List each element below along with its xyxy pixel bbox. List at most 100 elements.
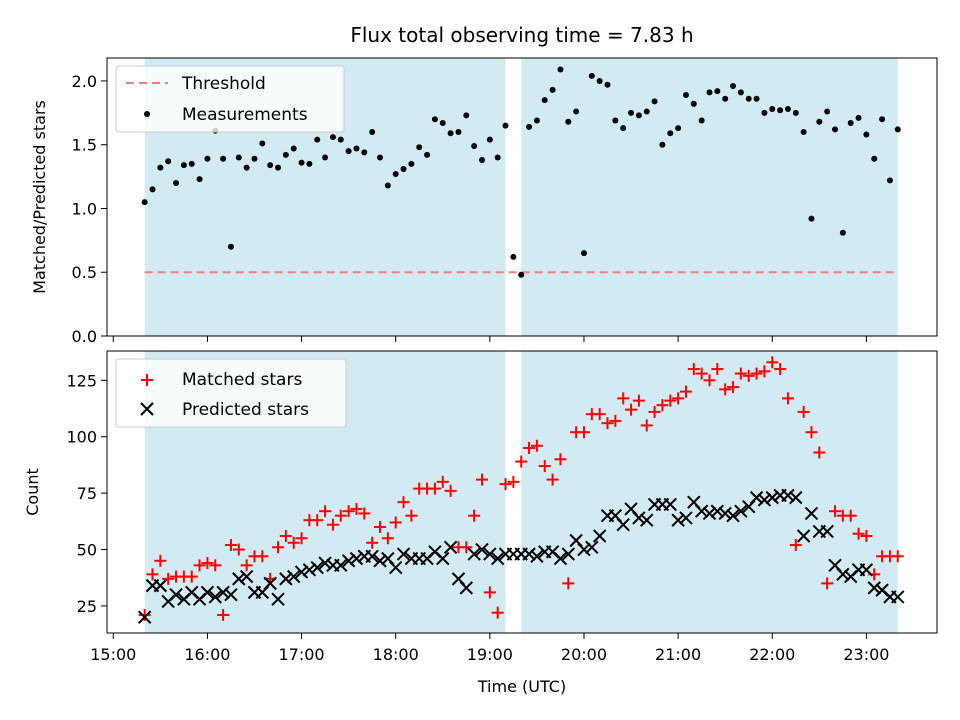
bottom-y-tick-label: 75 xyxy=(77,484,97,503)
matched-stars-points xyxy=(138,356,904,621)
measurement-point xyxy=(722,95,729,102)
measurement-point xyxy=(565,118,572,125)
bottom-legend-matched-swatch xyxy=(141,374,153,386)
predicted-star-stroke xyxy=(294,565,309,579)
matched-star-point xyxy=(444,484,457,497)
predicted-star-stroke xyxy=(687,495,701,509)
predicted-star-stroke xyxy=(185,585,199,600)
predicted-star-stroke xyxy=(365,549,379,564)
measurement-point xyxy=(282,151,289,158)
predicted-star-stroke xyxy=(216,585,230,600)
measurement-point xyxy=(141,199,148,206)
predicted-star-point xyxy=(592,529,607,543)
predicted-star-point xyxy=(436,551,450,566)
observing-band-1 xyxy=(521,58,898,336)
top-y-tick-label: 0.0 xyxy=(72,327,97,346)
matched-star-point xyxy=(428,482,441,495)
matched-star-point xyxy=(217,608,230,621)
matched-star-point xyxy=(358,507,371,520)
matched-star-point xyxy=(672,392,685,405)
matched-star-point xyxy=(483,586,496,599)
measurement-point xyxy=(832,126,839,133)
predicted-star-stroke xyxy=(608,508,623,523)
predicted-star-point xyxy=(279,572,293,586)
predicted-star-point xyxy=(388,560,403,575)
bottom-x-tick-label: 20:00 xyxy=(561,645,607,664)
top-y-tick-label: 1.5 xyxy=(72,136,97,155)
measurement-point xyxy=(894,126,901,133)
measurement-point xyxy=(690,100,697,107)
predicted-star-stroke xyxy=(553,551,568,566)
matched-star-point xyxy=(632,394,645,407)
matched-star-point xyxy=(734,367,747,380)
bottom-x-axis: 15:00 16:00 17:00 18:00 19:00 20:00 21:00 22:00… xyxy=(90,633,889,664)
predicted-star-point xyxy=(804,506,819,521)
top-legend: Threshold Measurements xyxy=(115,65,345,133)
bottom-legend-predicted-label: Predicted stars xyxy=(182,400,309,420)
measurement-point xyxy=(745,95,752,102)
matched-star-point xyxy=(146,568,159,581)
predicted-star-stroke xyxy=(302,563,317,577)
measurement-point xyxy=(635,112,642,119)
predicted-star-point xyxy=(310,560,324,575)
bottom-y-axis: 25 50 75 100 125 xyxy=(66,371,107,616)
measurement-point xyxy=(337,136,344,143)
predicted-star-stroke xyxy=(239,569,254,584)
measurement-point xyxy=(431,116,438,123)
matched-star-point xyxy=(562,577,575,590)
predicted-star-stroke xyxy=(341,554,356,568)
measurement-point xyxy=(502,122,509,129)
predicted-star-point xyxy=(640,513,654,527)
predicted-star-point xyxy=(781,488,795,503)
bottom-x-tick-label: 18:00 xyxy=(373,645,419,664)
measurement-point xyxy=(329,134,336,141)
measurement-point xyxy=(730,83,737,90)
measurement-point xyxy=(612,117,619,124)
predicted-star-stroke xyxy=(585,540,599,554)
predicted-star-point xyxy=(334,558,348,573)
predicted-star-stroke xyxy=(200,585,215,600)
top-legend-threshold-label: Threshold xyxy=(181,74,266,94)
matched-star-point xyxy=(209,559,222,572)
predicted-star-stroke xyxy=(757,493,772,507)
matched-star-point xyxy=(499,478,512,491)
matched-star-point xyxy=(326,518,339,531)
matched-star-point xyxy=(507,475,520,488)
predicted-star-stroke xyxy=(396,547,411,561)
measurement-point xyxy=(227,243,234,250)
predicted-star-point xyxy=(137,610,152,624)
matched-star-point xyxy=(766,356,779,369)
predicted-star-stroke xyxy=(561,547,575,561)
bottom-x-tick-label: 23:00 xyxy=(843,645,889,664)
matched-star-point xyxy=(460,541,473,554)
observing-band-1 xyxy=(521,351,898,633)
predicted-star-stroke xyxy=(459,581,474,595)
matched-star-point xyxy=(844,509,857,522)
matched-star-point xyxy=(515,455,528,468)
predicted-star-point xyxy=(294,565,309,579)
predicted-star-stroke xyxy=(616,518,630,532)
measurement-point xyxy=(651,98,658,105)
top-plot-frame xyxy=(106,57,938,337)
measurement-point xyxy=(408,160,415,167)
predicted-star-point xyxy=(216,585,230,600)
measurement-point xyxy=(714,88,721,95)
matched-star-point xyxy=(287,536,300,549)
measurement-point xyxy=(675,125,682,132)
predicted-star-stroke xyxy=(545,545,560,559)
matched-star-point xyxy=(185,570,198,583)
bottom-x-tick-label: 16:00 xyxy=(184,645,230,664)
predicted-star-stroke xyxy=(702,506,717,521)
top-x-axis xyxy=(112,336,867,342)
predicted-star-stroke xyxy=(388,560,403,575)
measurement-point xyxy=(659,141,666,148)
measurement-point xyxy=(220,155,227,162)
measurement-point xyxy=(526,123,533,130)
top-legend-box xyxy=(115,65,345,133)
predicted-star-stroke xyxy=(373,554,387,568)
measurement-point xyxy=(424,151,431,158)
predicted-star-stroke xyxy=(451,572,466,586)
matched-star-point xyxy=(679,385,692,398)
matched-star-point xyxy=(609,414,622,427)
